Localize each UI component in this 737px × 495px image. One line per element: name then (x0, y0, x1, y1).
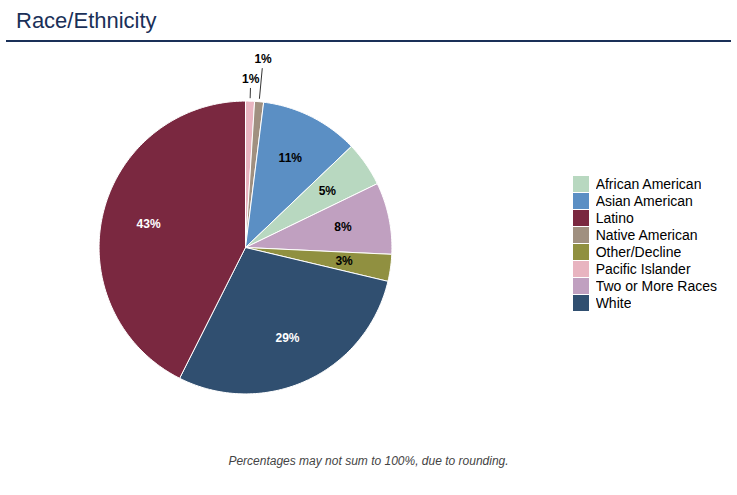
html-text:Native American: Native American (595, 226, 698, 243)
svg-text:29%: 29% (275, 331, 299, 345)
svg-text:43%: 43% (137, 217, 161, 231)
svg-text:3%: 3% (335, 254, 353, 268)
svg-text:5%: 5% (319, 184, 337, 198)
html-text:White: White (595, 294, 632, 311)
svg-text:1%: 1% (242, 72, 260, 86)
html-text:African American: African American (595, 175, 702, 192)
html-text:Pacific Islander: Pacific Islander (595, 260, 691, 277)
html-text:Asian American: Asian American (595, 192, 693, 209)
html-text:Latino: Latino (595, 209, 634, 226)
svg-text:8%: 8% (334, 220, 352, 234)
svg-text:11%: 11% (279, 151, 303, 165)
html-text:Percentages may not sum to 100: Percentages may not sum to 100%, due to … (228, 454, 509, 468)
html-text:Race/Ethnicity: Race/Ethnicity (16, 8, 157, 33)
html-text:Other/Decline: Other/Decline (595, 243, 682, 260)
html-text:Two or More Races: Two or More Races (595, 277, 717, 294)
svg-text:1%: 1% (254, 52, 272, 66)
